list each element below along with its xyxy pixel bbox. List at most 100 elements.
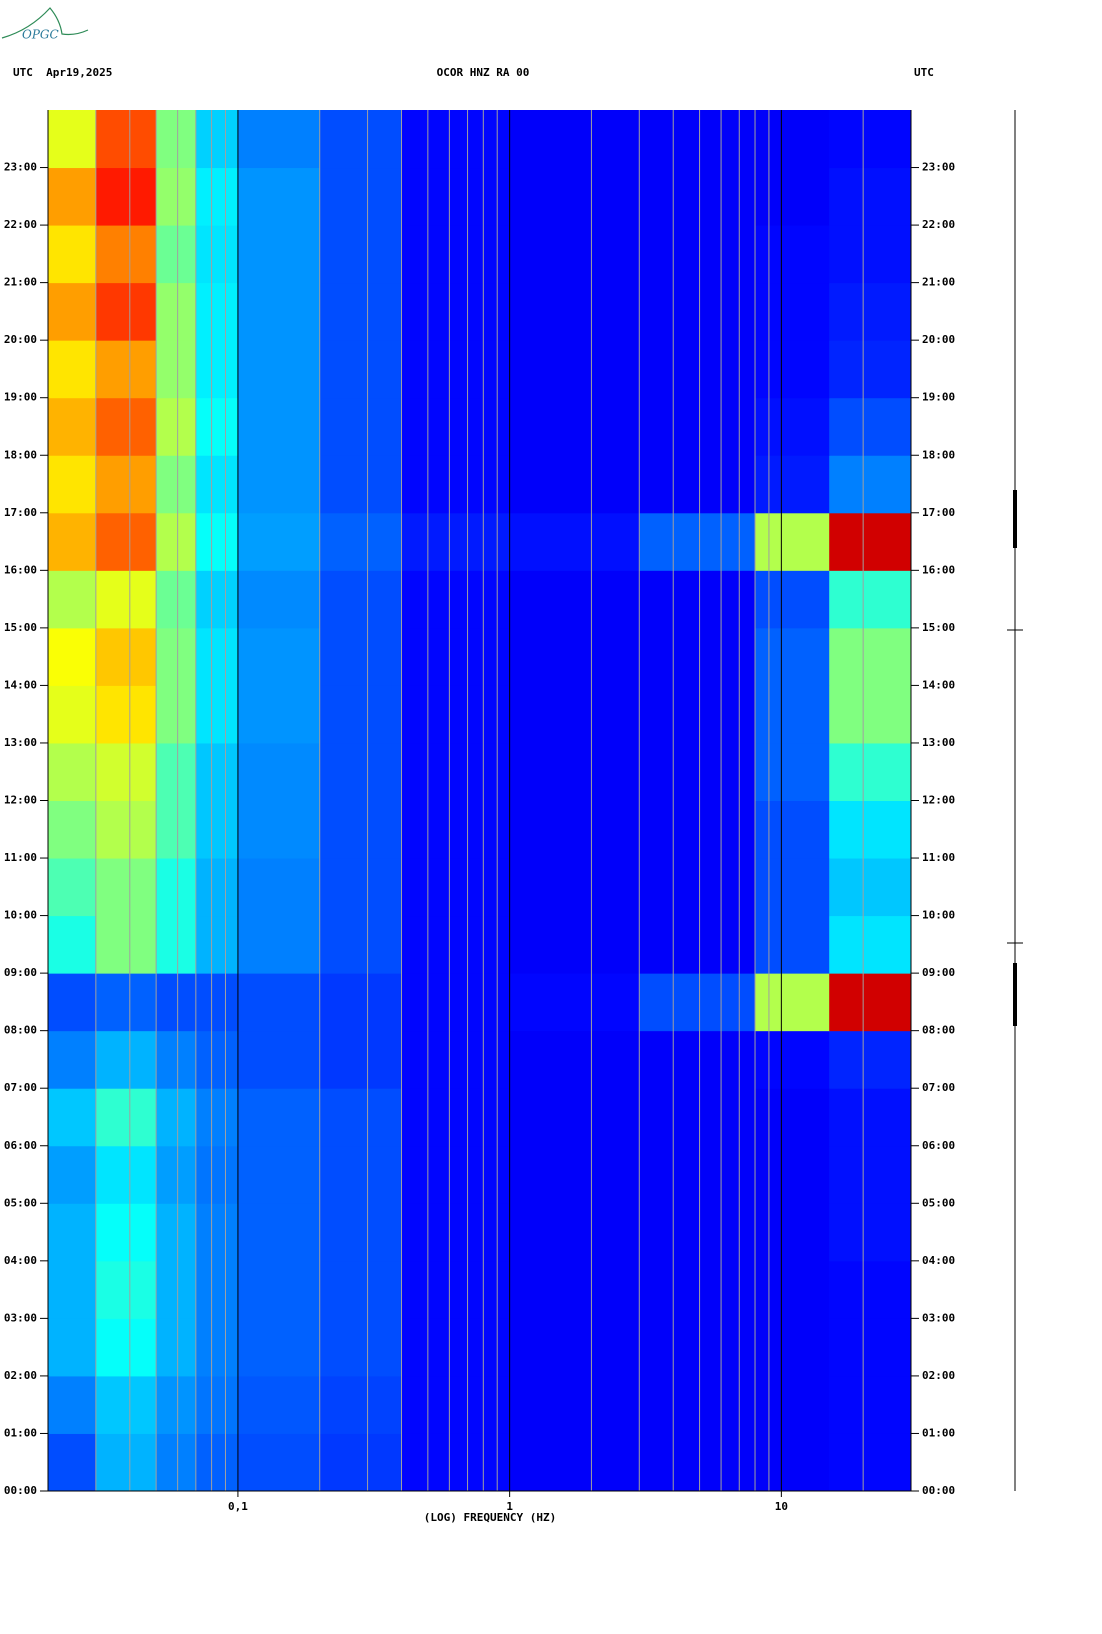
y-tick-label: 19:00 [922, 391, 955, 404]
heat-cell [509, 397, 640, 456]
heat-cell [829, 570, 912, 629]
heat-cell [639, 915, 756, 974]
heat-cell [639, 570, 756, 629]
heat-cell [509, 225, 640, 284]
heat-cell [95, 340, 157, 399]
y-tick-label: 20:00 [4, 333, 37, 346]
heat-cell [829, 800, 912, 859]
heat-cell [48, 225, 97, 284]
heat-cell [195, 685, 239, 744]
heat-cell [156, 1145, 197, 1204]
y-tick-label: 19:00 [4, 391, 37, 404]
heat-cell [237, 627, 321, 686]
trace-burst [1013, 963, 1017, 1026]
heat-cell [509, 800, 640, 859]
heat-cell [509, 1030, 640, 1089]
header-left: UTC Apr19,2025 [13, 66, 112, 79]
heat-cell [156, 512, 197, 571]
heat-cell [639, 742, 756, 801]
heat-cell [195, 1088, 239, 1147]
heat-cell [237, 570, 321, 629]
heat-cell [755, 340, 830, 399]
heat-cell [156, 397, 197, 456]
y-tick-label: 03:00 [4, 1311, 37, 1324]
y-tick-label: 12:00 [922, 794, 955, 807]
heat-cell [237, 340, 321, 399]
heat-cell [829, 1260, 912, 1319]
heat-cell [156, 1318, 197, 1377]
heat-cell [509, 685, 640, 744]
heat-cell [95, 397, 157, 456]
y-tick-label: 16:00 [4, 563, 37, 576]
heat-cell [639, 627, 756, 686]
heat-cell [156, 1203, 197, 1262]
heat-cell [401, 282, 511, 341]
heat-cell [319, 973, 403, 1032]
y-tick-label: 04:00 [922, 1254, 955, 1267]
heat-cell [195, 1260, 239, 1319]
y-tick-label: 01:00 [922, 1426, 955, 1439]
y-tick-label: 09:00 [4, 966, 37, 979]
heat-cell [95, 512, 157, 571]
heat-cell [829, 1375, 912, 1434]
y-tick-label: 22:00 [922, 218, 955, 231]
heat-cell [639, 167, 756, 226]
y-tick-label: 13:00 [4, 736, 37, 749]
heat-cell [401, 110, 511, 169]
heat-cell [755, 225, 830, 284]
heat-cell [237, 455, 321, 514]
heat-cell [195, 512, 239, 571]
heat-cell [639, 225, 756, 284]
heat-cell [195, 742, 239, 801]
heat-cell [195, 397, 239, 456]
heat-cell [401, 397, 511, 456]
heat-cell [829, 167, 912, 226]
heat-cell [829, 915, 912, 974]
heat-cell [95, 1145, 157, 1204]
heat-cell [319, 627, 403, 686]
y-tick-label: 08:00 [922, 1024, 955, 1037]
y-tick-label: 21:00 [4, 276, 37, 289]
heat-cell [755, 512, 830, 571]
heat-cell [509, 1318, 640, 1377]
heat-cell [48, 340, 97, 399]
y-tick-label: 05:00 [4, 1196, 37, 1209]
heat-cell [509, 167, 640, 226]
y-tick-label: 14:00 [4, 678, 37, 691]
heat-cell [639, 1433, 756, 1492]
heat-cell [755, 915, 830, 974]
chart-title: OCOR HNZ RA 00 [437, 66, 530, 79]
heat-cell [755, 1260, 830, 1319]
heat-cell [639, 1030, 756, 1089]
y-tick-label: 02:00 [922, 1369, 955, 1382]
x-axis-label: (LOG) FREQUENCY (HZ) [424, 1511, 556, 1524]
heat-cell [156, 340, 197, 399]
heat-cell [237, 110, 321, 169]
heat-cell [639, 1145, 756, 1204]
heat-cell [48, 627, 97, 686]
heat-cell [95, 225, 157, 284]
y-tick-label: 16:00 [922, 563, 955, 576]
trace-panel [1007, 110, 1023, 1491]
heat-cell [319, 915, 403, 974]
heat-cell [509, 512, 640, 571]
heat-cell [237, 282, 321, 341]
y-tick-label: 06:00 [922, 1139, 955, 1152]
heat-cell [509, 1433, 640, 1492]
heat-cell [48, 570, 97, 629]
heat-cell [401, 627, 511, 686]
heat-cell [829, 225, 912, 284]
heat-cell [237, 1318, 321, 1377]
heat-cell [195, 1145, 239, 1204]
heat-cell [237, 973, 321, 1032]
y-tick-label: 08:00 [4, 1024, 37, 1037]
heat-cell [156, 800, 197, 859]
y-tick-label: 11:00 [922, 851, 955, 864]
heat-cell [48, 1203, 97, 1262]
heat-cell [401, 742, 511, 801]
x-tick-label: 0,1 [228, 1500, 248, 1513]
heat-cell [195, 1203, 239, 1262]
heat-cell [48, 1260, 97, 1319]
heat-cell [401, 1203, 511, 1262]
